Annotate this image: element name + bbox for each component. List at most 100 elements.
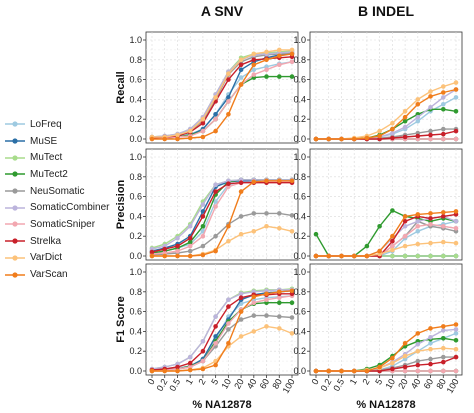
legend-item: SomaticSniper bbox=[4, 216, 114, 233]
data-point bbox=[277, 226, 282, 231]
data-point bbox=[326, 368, 332, 374]
row-label: F1 Score bbox=[115, 296, 127, 342]
data-point bbox=[226, 304, 231, 309]
legend-swatch bbox=[5, 255, 25, 261]
data-point bbox=[264, 178, 269, 184]
data-point bbox=[175, 248, 180, 254]
data-point bbox=[251, 211, 257, 216]
data-point bbox=[453, 346, 459, 352]
data-point bbox=[313, 368, 319, 374]
data-point bbox=[441, 328, 446, 333]
x-tick-label: 80 bbox=[270, 377, 284, 391]
legend-item: VarDict bbox=[4, 250, 114, 267]
data-point bbox=[289, 178, 295, 184]
data-point bbox=[441, 214, 446, 219]
y-tick-label: 0.0 bbox=[129, 366, 142, 376]
data-point bbox=[238, 231, 244, 237]
data-point bbox=[428, 216, 433, 221]
data-point bbox=[277, 178, 282, 184]
x-tick-label: 10 bbox=[383, 377, 397, 391]
data-point bbox=[390, 360, 395, 366]
legend-item: LoFreq bbox=[4, 116, 114, 133]
data-point bbox=[213, 95, 218, 100]
data-point bbox=[175, 136, 180, 142]
panel-frame bbox=[309, 148, 463, 261]
data-point bbox=[251, 329, 257, 334]
legend-swatch bbox=[5, 205, 25, 211]
data-point bbox=[377, 133, 382, 139]
data-point bbox=[313, 136, 319, 142]
data-point bbox=[162, 136, 167, 142]
data-point bbox=[441, 131, 446, 137]
data-point bbox=[238, 334, 244, 339]
y-tick-label: 0.4 bbox=[293, 211, 306, 221]
legend-label: LoFreq bbox=[30, 118, 62, 130]
data-point bbox=[351, 368, 357, 374]
data-point bbox=[415, 331, 421, 336]
data-point bbox=[364, 135, 370, 141]
data-point bbox=[187, 360, 193, 366]
data-point bbox=[377, 364, 382, 370]
data-point bbox=[238, 291, 244, 297]
data-point bbox=[441, 95, 446, 100]
data-point bbox=[238, 67, 244, 72]
data-point bbox=[390, 243, 395, 249]
data-point bbox=[428, 105, 433, 110]
data-point bbox=[402, 118, 408, 124]
data-point bbox=[428, 341, 433, 346]
y-tick-label: 0.8 bbox=[293, 287, 306, 297]
data-point bbox=[200, 348, 206, 354]
data-point bbox=[149, 368, 155, 374]
y-tick-label: 0.2 bbox=[129, 231, 142, 241]
data-point bbox=[428, 346, 433, 352]
data-point bbox=[390, 208, 395, 213]
y-tick-label: 0.4 bbox=[293, 326, 306, 336]
data-point bbox=[402, 368, 408, 374]
data-point bbox=[289, 47, 295, 53]
data-point bbox=[238, 317, 244, 322]
data-point bbox=[175, 364, 180, 370]
data-point bbox=[264, 297, 269, 303]
data-point bbox=[377, 224, 382, 229]
data-point bbox=[251, 229, 257, 234]
data-point bbox=[415, 358, 421, 364]
data-point bbox=[213, 233, 218, 239]
legend-marker bbox=[12, 255, 18, 261]
data-point bbox=[264, 291, 269, 297]
data-point bbox=[200, 214, 206, 219]
data-point bbox=[313, 253, 319, 259]
data-point bbox=[453, 80, 459, 85]
legend-swatch bbox=[5, 221, 25, 228]
data-point bbox=[415, 114, 421, 120]
data-point bbox=[428, 132, 433, 138]
data-point bbox=[428, 326, 433, 331]
x-tick-label: 40 bbox=[409, 377, 423, 391]
data-point bbox=[187, 128, 193, 134]
data-point bbox=[251, 313, 257, 318]
legend-item: Strelka bbox=[4, 233, 114, 250]
data-point bbox=[415, 348, 421, 354]
data-point bbox=[428, 240, 433, 246]
x-tick-label: 0.5 bbox=[167, 377, 182, 393]
data-point bbox=[289, 59, 295, 65]
data-point bbox=[200, 252, 206, 258]
y-tick-label: 0.2 bbox=[293, 231, 306, 241]
data-point bbox=[453, 87, 459, 92]
data-point bbox=[377, 248, 382, 254]
data-point bbox=[162, 246, 167, 252]
data-point bbox=[226, 297, 231, 303]
data-point bbox=[277, 314, 282, 319]
data-point bbox=[402, 253, 408, 259]
data-point bbox=[251, 62, 257, 68]
data-point bbox=[200, 120, 206, 126]
y-tick-label: 0.2 bbox=[129, 114, 142, 124]
data-point bbox=[187, 135, 193, 141]
data-point bbox=[364, 243, 370, 249]
data-point bbox=[289, 51, 295, 57]
data-point bbox=[200, 134, 206, 140]
data-point bbox=[415, 224, 421, 229]
data-point bbox=[277, 211, 282, 216]
data-point bbox=[415, 342, 421, 347]
x-tick-label: 20 bbox=[396, 377, 410, 391]
